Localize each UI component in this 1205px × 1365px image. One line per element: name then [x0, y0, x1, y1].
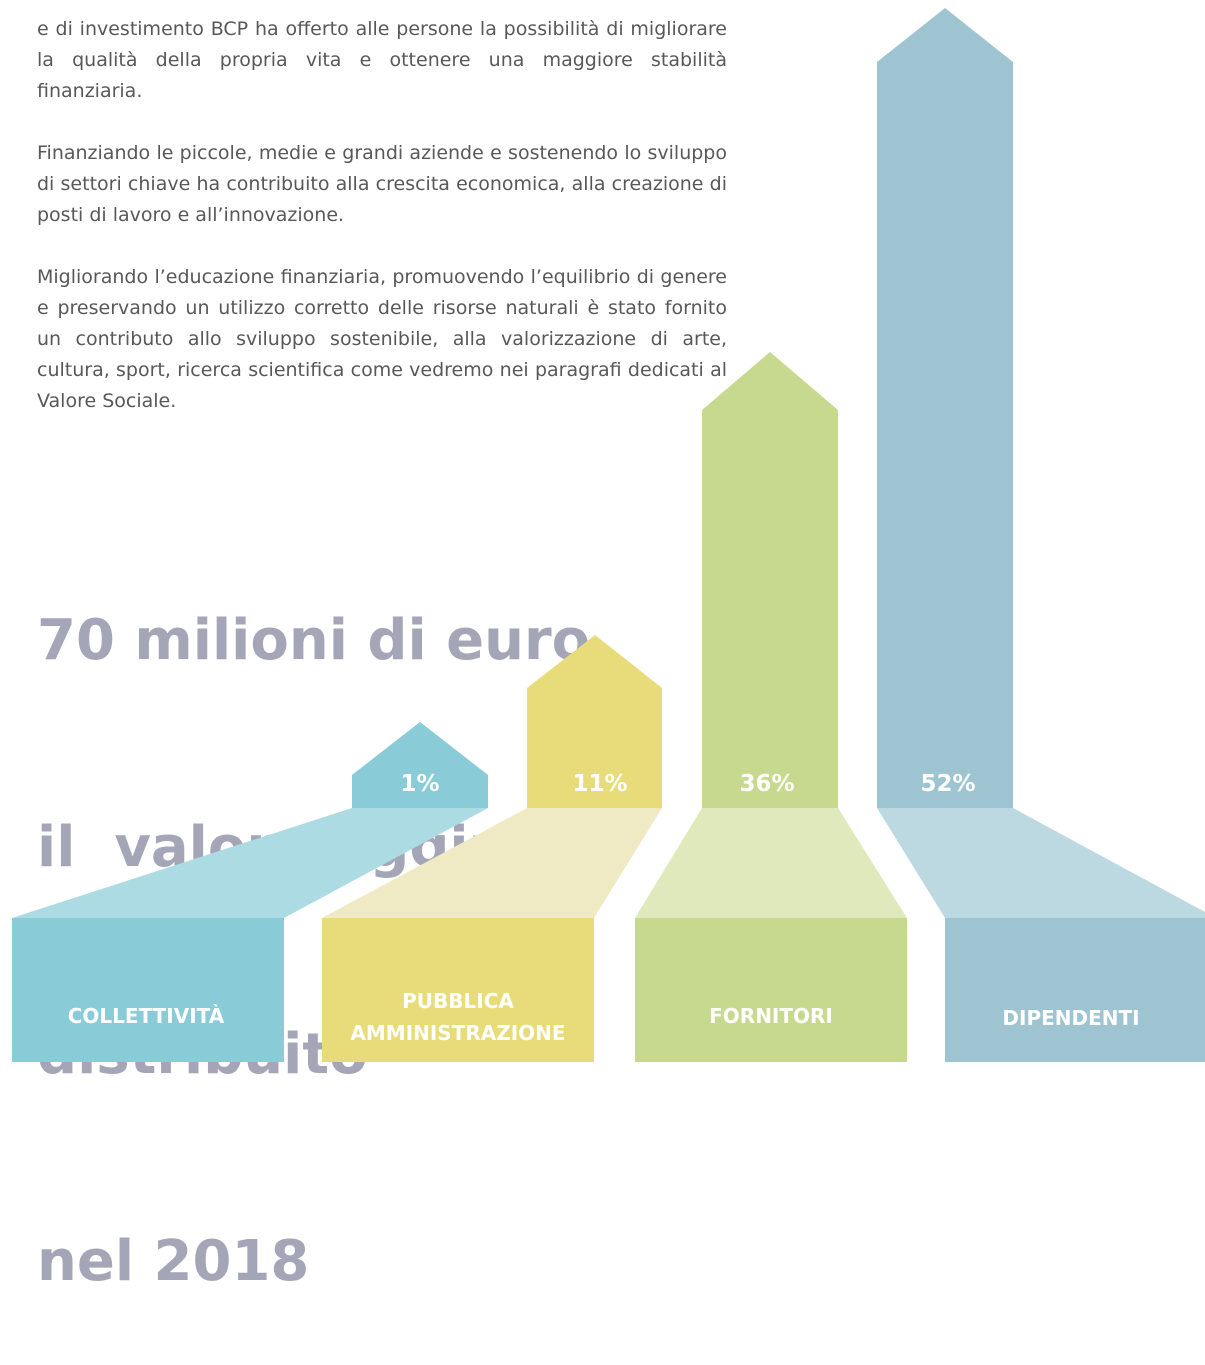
label: AMMINISTRAZIONE	[350, 1021, 565, 1045]
percent: 52%	[920, 771, 975, 797]
funnel	[12, 808, 488, 918]
funnel	[322, 808, 662, 918]
label: DIPENDENTI	[1002, 1006, 1139, 1030]
funnel	[877, 808, 1205, 918]
arrow	[352, 722, 488, 808]
paragraph: e di investimento BCP ha offerto alle pe…	[37, 18, 727, 102]
funnel	[635, 808, 907, 918]
paragraph: Migliorando l’educazione finanziaria, pr…	[37, 266, 727, 412]
percent: 36%	[739, 771, 794, 797]
paragraph: Finanziando le piccole, medie e grandi a…	[37, 142, 727, 226]
infographic: 1% 11% 36% 52% COLLETTIVITÀ PUBBLICA AMM…	[12, 8, 1205, 1062]
page: {"paragraphs": [ "e di investimento BCP …	[12, 8, 1205, 1294]
label: PUBBLICA	[402, 989, 514, 1013]
box	[945, 918, 1205, 1062]
arrow	[527, 635, 662, 808]
label: COLLETTIVITÀ	[68, 1004, 225, 1028]
label: FORNITORI	[709, 1004, 833, 1028]
box	[12, 918, 284, 1062]
box	[322, 918, 594, 1062]
headline-line: nel 2018	[37, 1229, 310, 1294]
arrow	[702, 352, 838, 808]
percent: 11%	[572, 771, 627, 797]
percent: 1%	[400, 771, 439, 797]
box	[635, 918, 907, 1062]
arrow	[877, 8, 1013, 808]
